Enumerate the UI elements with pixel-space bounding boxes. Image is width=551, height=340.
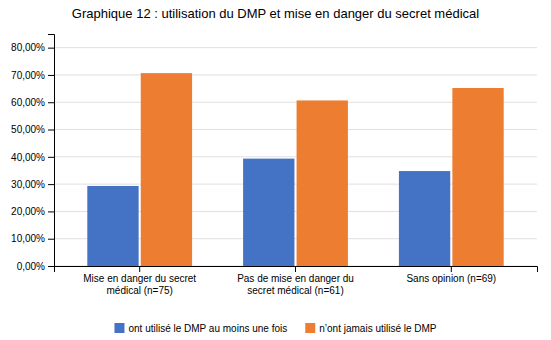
legend-swatch xyxy=(114,323,124,333)
legend-label: ont utilisé le DMP au moins une fois xyxy=(128,323,287,334)
legend-item: ont utilisé le DMP au moins une fois xyxy=(114,323,287,334)
chart-container: Graphique 12 : utilisation du DMP et mis… xyxy=(0,0,551,340)
x-tick: Sans opinion (n=69) xyxy=(406,266,496,284)
y-tick: 40,00% xyxy=(11,152,54,163)
x-tick-label-line: médical (n=75) xyxy=(106,285,172,296)
bar xyxy=(243,159,294,266)
y-tick-label: 20,00% xyxy=(11,206,45,217)
x-axis: Mise en danger du secretmédical (n=75) Pa… xyxy=(55,266,538,296)
y-tick-label: 30,00% xyxy=(11,179,45,190)
legend-swatch xyxy=(305,323,315,333)
y-tick: 70,00% xyxy=(11,70,54,81)
y-axis: 0,00% 10,00% 20,00% 30,00% 40,00% 50,00% 60,00… xyxy=(11,35,54,272)
y-axis-domain xyxy=(48,35,55,267)
y-tick-mark xyxy=(48,48,54,49)
bar xyxy=(452,88,503,266)
legend: ont utilisé le DMP au moins une fois n’on… xyxy=(114,323,436,334)
x-tick-label-line: secret médical (n=61) xyxy=(247,285,343,296)
x-tick-label: Sans opinion (n=69) xyxy=(406,273,496,284)
y-tick-mark xyxy=(48,75,54,76)
y-tick-label: 40,00% xyxy=(11,152,45,163)
x-tick-label: Mise en danger du secretmédical (n=75) xyxy=(83,273,196,296)
y-tick-label: 50,00% xyxy=(11,124,45,135)
x-tick-mark xyxy=(295,266,296,272)
y-tick-label: 80,00% xyxy=(11,42,45,53)
y-tick-mark xyxy=(48,157,54,158)
chart-svg: Graphique 12 : utilisation du DMP et mis… xyxy=(0,0,551,340)
x-tick: Pas de mise en danger dusecret médical (… xyxy=(237,266,354,296)
x-tick-label: Pas de mise en danger dusecret médical (… xyxy=(237,273,354,296)
x-tick: Mise en danger du secretmédical (n=75) xyxy=(83,266,196,296)
legend-item: n’ont jamais utilisé le DMP xyxy=(305,323,437,334)
x-tick-mark xyxy=(139,266,140,272)
y-tick-mark xyxy=(48,239,54,240)
bar xyxy=(297,100,348,266)
y-tick: 10,00% xyxy=(11,233,54,244)
y-tick: 20,00% xyxy=(11,206,54,217)
y-tick-label: 10,00% xyxy=(11,233,45,244)
y-tick-label: 0,00% xyxy=(17,261,45,272)
y-tick: 30,00% xyxy=(11,179,54,190)
x-tick-mark xyxy=(451,266,452,272)
legend-label: n’ont jamais utilisé le DMP xyxy=(319,323,437,334)
bar xyxy=(141,73,192,266)
grid xyxy=(54,48,537,266)
y-tick-label: 60,00% xyxy=(11,97,45,108)
x-tick-label-line: Sans opinion (n=69) xyxy=(406,273,496,284)
bar-series xyxy=(141,73,504,266)
x-tick-label-line: Pas de mise en danger du xyxy=(237,273,354,284)
y-tick-mark xyxy=(48,102,54,103)
grid-line xyxy=(54,74,537,75)
y-tick-label: 70,00% xyxy=(11,70,45,81)
y-tick: 80,00% xyxy=(11,42,54,53)
title: Graphique 12 : utilisation du DMP et mis… xyxy=(72,6,479,21)
x-tick-label-line: Mise en danger du secret xyxy=(83,273,196,284)
y-tick-mark xyxy=(48,130,54,131)
x-axis-domain xyxy=(55,267,538,273)
y-tick: 50,00% xyxy=(11,124,54,135)
y-tick-mark xyxy=(48,266,54,267)
grid-line xyxy=(54,47,537,48)
bar xyxy=(399,171,450,266)
bar xyxy=(87,186,138,266)
y-tick-mark xyxy=(48,184,54,185)
y-tick: 0,00% xyxy=(17,261,54,272)
plot-area: 0,00% 10,00% 20,00% 30,00% 40,00% 50,00% 60,00… xyxy=(11,35,537,297)
y-tick: 60,00% xyxy=(11,97,54,108)
y-tick-mark xyxy=(48,211,54,212)
bars xyxy=(87,73,503,266)
